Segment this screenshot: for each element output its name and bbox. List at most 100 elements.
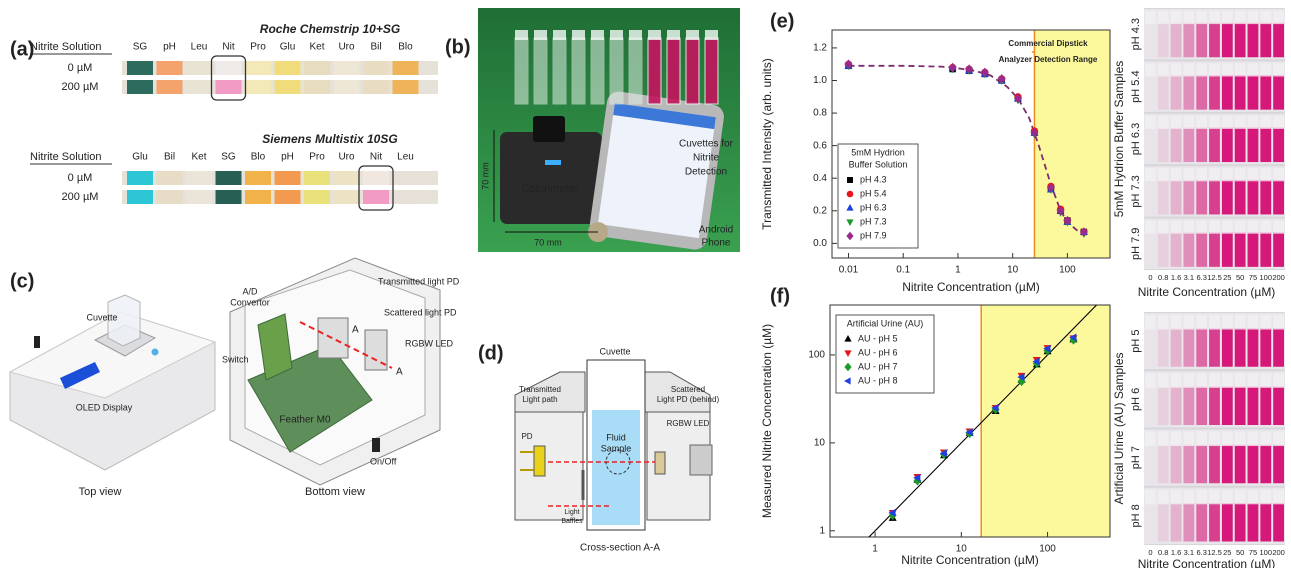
sample-cuvette xyxy=(1196,387,1207,425)
sample-cuvette xyxy=(1235,328,1246,366)
column-label: 0 xyxy=(1148,548,1152,557)
pad xyxy=(304,61,330,75)
pad xyxy=(245,171,271,185)
cuvette-top xyxy=(1209,11,1220,24)
cuvette-top xyxy=(1273,221,1284,234)
cuvette-top xyxy=(1222,432,1233,447)
sample-cuvette xyxy=(1248,75,1259,110)
sample-cuvette xyxy=(1145,445,1156,483)
sample-cuvette xyxy=(1183,75,1194,110)
pad xyxy=(216,80,242,94)
pad xyxy=(127,80,153,94)
pad xyxy=(304,171,330,185)
sample-cuvette xyxy=(1145,328,1156,366)
sample-cuvette xyxy=(1273,23,1284,58)
label: Baffles xyxy=(561,518,583,525)
y-tick-label: 0.6 xyxy=(813,140,827,151)
sample-cuvette xyxy=(1235,232,1246,267)
cuvette-top xyxy=(1222,116,1233,129)
cuvette-top xyxy=(1145,432,1156,447)
x-tick-label: 10 xyxy=(1007,265,1019,276)
sample-cuvette xyxy=(1145,503,1156,541)
cuvette-top xyxy=(1209,221,1220,234)
cuvette xyxy=(610,38,623,104)
pad-label: SG xyxy=(221,152,236,163)
sample-cuvette xyxy=(1171,75,1182,110)
pad xyxy=(216,171,242,185)
photo-xlabel: Nitrite Concentration (µM) xyxy=(1138,285,1276,299)
cuvette-top xyxy=(1183,221,1194,234)
panel-label: (f) xyxy=(770,285,790,307)
pad xyxy=(245,80,271,94)
cuvette-top xyxy=(1183,373,1194,388)
y-axis-label: Measured Nitrite Concentration (µM) xyxy=(760,324,774,518)
sample-cuvette xyxy=(1260,445,1271,483)
strip-title: Roche Chemstrip 10+SG xyxy=(260,22,400,36)
label: On/Off xyxy=(370,456,397,466)
cuvette-top xyxy=(1209,116,1220,129)
cuvette-top xyxy=(1248,221,1259,234)
cuvette-top xyxy=(705,30,718,40)
sample-cuvette xyxy=(1273,232,1284,267)
sample-cuvette xyxy=(1235,75,1246,110)
sample-cuvette xyxy=(1235,387,1246,425)
cuvette xyxy=(686,38,699,104)
pad xyxy=(363,61,389,75)
sample-cuvette xyxy=(1260,328,1271,366)
pad-label: pH xyxy=(281,152,294,163)
cuvette-top xyxy=(1260,168,1271,181)
photo-label: Android xyxy=(699,225,733,236)
cuvette-top xyxy=(1235,116,1246,129)
cuvette-top xyxy=(1209,168,1220,181)
sample-cuvette xyxy=(1209,445,1220,483)
photo-label: Nitrite xyxy=(693,153,720,164)
y-tick-label: 0.0 xyxy=(813,238,827,249)
x-tick-label: 0.1 xyxy=(896,265,910,276)
sample-cuvette xyxy=(1248,328,1259,366)
photo-title: 5mM Hydrion Buffer Samples xyxy=(1112,61,1126,218)
y-tick-label: 1.0 xyxy=(813,75,827,86)
pad-label: pH xyxy=(163,42,176,53)
sample-cuvette xyxy=(1209,328,1220,366)
pad xyxy=(245,61,271,75)
row-label: 200 µM xyxy=(62,81,99,93)
sample-cuvette xyxy=(1158,445,1169,483)
pad-label: Uro xyxy=(338,42,355,53)
pad-label: Leu xyxy=(191,42,208,53)
pad xyxy=(393,171,419,185)
x-tick-label: 0.01 xyxy=(839,265,859,276)
column-label: 100 xyxy=(1260,548,1273,557)
sample-cuvette xyxy=(1248,23,1259,58)
sample-cuvette xyxy=(1183,328,1194,366)
pad xyxy=(127,190,153,204)
switch-knob xyxy=(372,438,380,452)
pad xyxy=(275,171,301,185)
column-label: 50 xyxy=(1236,273,1244,282)
sample-cuvette xyxy=(1222,445,1233,483)
pad xyxy=(363,190,389,204)
legend-label: AU - pH 6 xyxy=(858,347,898,357)
cuvette-top xyxy=(1222,63,1233,76)
label: Light xyxy=(564,509,579,516)
sample-cuvette xyxy=(1183,232,1194,267)
legend-marker xyxy=(847,177,853,183)
cuvette-top xyxy=(1260,11,1271,24)
cuvette-top xyxy=(1183,63,1194,76)
x-tick-label: 100 xyxy=(1039,544,1056,555)
pad xyxy=(334,80,360,94)
legend-label: pH 6.3 xyxy=(860,202,887,212)
sample-cuvette xyxy=(1235,127,1246,162)
cuvette-top xyxy=(1183,315,1194,330)
panel-label: (d) xyxy=(478,342,504,364)
sample-cuvette xyxy=(1171,23,1182,58)
label: Switch xyxy=(222,354,249,364)
pad-label: Nit xyxy=(370,152,382,163)
sample-cuvette xyxy=(1260,127,1271,162)
cuvette-top xyxy=(1273,315,1284,330)
cuvette-top xyxy=(1209,490,1220,505)
x-tick-label: 100 xyxy=(1059,265,1076,276)
label: Transmitted light PD xyxy=(378,276,460,286)
sample-cuvette xyxy=(1183,23,1194,58)
sample-cuvette xyxy=(1209,387,1220,425)
sample-cuvette xyxy=(1183,127,1194,162)
